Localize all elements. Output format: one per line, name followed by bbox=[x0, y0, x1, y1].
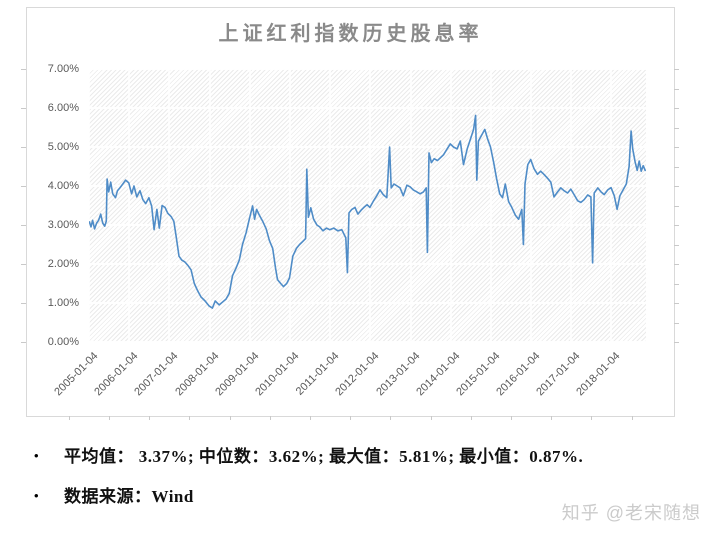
y-tick-label: 4.00% bbox=[47, 180, 79, 192]
year-gridline bbox=[449, 69, 452, 342]
year-gridline bbox=[610, 69, 613, 342]
bottom-axis-tick bbox=[350, 416, 352, 420]
right-axis-tick bbox=[674, 225, 679, 226]
right-axis-tick bbox=[674, 303, 679, 304]
bottom-axis-tick bbox=[229, 416, 231, 420]
major-gridline bbox=[89, 263, 646, 265]
left-axis-tick bbox=[21, 147, 26, 148]
right-axis-tick bbox=[674, 69, 679, 70]
y-tick-label: 1.00% bbox=[47, 297, 79, 309]
y-tick-label: 5.00% bbox=[47, 141, 79, 153]
data-source-text: 数据来源：Wind bbox=[64, 487, 194, 506]
right-axis-tick bbox=[674, 108, 679, 109]
y-tick-label: 2.00% bbox=[47, 258, 79, 270]
major-gridline bbox=[89, 185, 646, 187]
right-axis-tick bbox=[674, 186, 679, 187]
bottom-axis-tick bbox=[551, 416, 553, 420]
year-gridline bbox=[288, 69, 291, 342]
chart-frame: 上证红利指数历史股息率 7.00% 6.00% 5.00% 4.00% 3.00% 2.0… bbox=[21, 7, 679, 420]
right-axis-tick bbox=[674, 127, 679, 129]
left-axis-tick bbox=[21, 108, 26, 109]
major-gridline bbox=[89, 224, 646, 226]
left-axis-tick bbox=[21, 264, 26, 265]
year-gridline bbox=[248, 69, 251, 342]
bottom-axis-tick bbox=[510, 416, 512, 420]
bottom-axis-tick bbox=[591, 416, 593, 420]
bottom-axis-tick bbox=[149, 416, 151, 420]
year-gridline bbox=[128, 69, 131, 342]
y-tick-label: 3.00% bbox=[47, 219, 79, 231]
bullet-icon: • bbox=[34, 448, 39, 463]
year-gridline bbox=[208, 69, 211, 342]
left-axis-tick bbox=[21, 186, 26, 187]
major-gridline bbox=[89, 341, 646, 343]
right-axis-tick bbox=[674, 342, 679, 343]
y-tick-label: 7.00% bbox=[47, 63, 79, 75]
right-axis-tick bbox=[674, 205, 679, 207]
bottom-axis-tick bbox=[109, 416, 111, 420]
major-gridline bbox=[89, 146, 646, 148]
bottom-axis-tick bbox=[68, 416, 70, 420]
right-axis-tick bbox=[674, 322, 679, 324]
year-gridline bbox=[329, 69, 332, 342]
y-tick-label: 6.00% bbox=[47, 102, 79, 114]
bottom-axis-tick bbox=[390, 416, 392, 420]
year-gridline bbox=[168, 69, 171, 342]
bottom-axis-tick bbox=[430, 416, 432, 420]
left-axis-tick bbox=[21, 225, 26, 226]
right-axis-tick bbox=[674, 244, 679, 246]
major-gridline bbox=[89, 302, 646, 304]
stats-note-text: 平均值： 3.37%; 中位数：3.62%; 最大值：5.81%; 最小值：0.… bbox=[64, 447, 584, 466]
year-gridline bbox=[88, 69, 90, 342]
yield-series-line bbox=[89, 114, 646, 309]
major-gridline bbox=[89, 68, 646, 70]
bottom-axis-tick bbox=[470, 416, 472, 420]
year-gridline bbox=[409, 69, 412, 342]
year-gridline bbox=[530, 69, 533, 342]
plot-area bbox=[88, 68, 646, 343]
bottom-axis-tick bbox=[189, 416, 191, 420]
left-axis-tick bbox=[21, 69, 26, 70]
y-tick-label: 0.00% bbox=[47, 336, 79, 348]
right-axis-tick bbox=[674, 283, 679, 285]
right-axis-tick bbox=[674, 88, 679, 90]
dividend-yield-chart bbox=[89, 114, 646, 309]
bottom-axis-tick bbox=[269, 416, 271, 420]
year-gridline bbox=[489, 69, 492, 342]
left-axis-tick bbox=[21, 303, 26, 304]
bottom-axis-tick bbox=[310, 416, 312, 420]
bottom-axis-tick bbox=[631, 416, 633, 420]
right-axis-tick bbox=[674, 166, 679, 168]
right-axis-tick bbox=[674, 147, 679, 148]
year-gridline bbox=[570, 69, 573, 342]
left-axis-tick bbox=[21, 342, 26, 343]
chart-title: 上证红利指数历史股息率 bbox=[218, 23, 483, 45]
major-gridline bbox=[89, 107, 646, 109]
zhihu-watermark: 知乎 @老宋随想 bbox=[561, 503, 701, 523]
right-axis-tick bbox=[674, 264, 679, 265]
bullet-icon: • bbox=[34, 488, 39, 503]
